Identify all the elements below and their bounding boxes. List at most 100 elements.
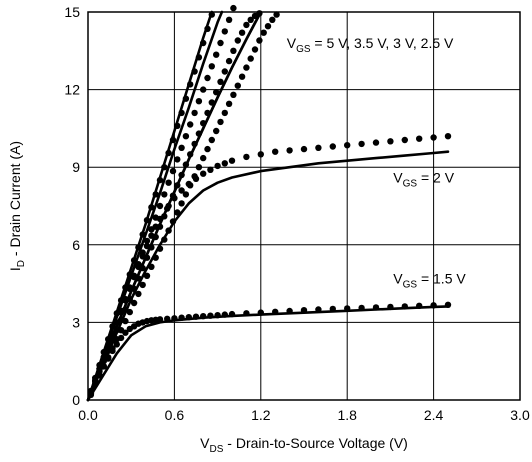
data-point bbox=[344, 142, 351, 149]
x-tick-label: 0.6 bbox=[165, 407, 185, 423]
data-point bbox=[152, 191, 159, 198]
data-point bbox=[156, 215, 164, 223]
data-point bbox=[122, 297, 129, 304]
data-point bbox=[256, 10, 263, 17]
data-point bbox=[109, 347, 116, 355]
y-tick-label: 15 bbox=[64, 4, 80, 20]
data-point bbox=[171, 195, 178, 202]
data-point bbox=[113, 319, 121, 326]
data-point bbox=[113, 341, 121, 348]
data-point bbox=[260, 29, 267, 36]
data-point bbox=[257, 309, 264, 316]
y-tick-label: 9 bbox=[72, 159, 80, 175]
data-point bbox=[247, 55, 254, 62]
data-point bbox=[444, 133, 452, 140]
data-point bbox=[195, 130, 203, 137]
data-point bbox=[214, 162, 221, 170]
data-point bbox=[182, 95, 190, 102]
data-point bbox=[416, 135, 423, 142]
data-point bbox=[272, 308, 279, 315]
data-point bbox=[344, 305, 351, 312]
data-point bbox=[169, 167, 177, 175]
data-point bbox=[169, 136, 177, 144]
data-point bbox=[161, 164, 168, 171]
data-point bbox=[358, 140, 365, 148]
data-point bbox=[92, 381, 99, 388]
data-point bbox=[109, 330, 116, 338]
data-point bbox=[156, 245, 164, 252]
data-point bbox=[204, 74, 211, 82]
data-point bbox=[187, 121, 194, 128]
data-point bbox=[315, 306, 322, 313]
data-point bbox=[185, 314, 192, 321]
data-point bbox=[300, 307, 308, 314]
data-point bbox=[358, 304, 365, 312]
data-point bbox=[130, 299, 138, 307]
data-point bbox=[135, 263, 142, 270]
data-point bbox=[286, 147, 293, 154]
data-point bbox=[221, 160, 228, 167]
data-point bbox=[243, 21, 250, 29]
data-point bbox=[200, 39, 207, 47]
annotation-vgs-1p5: VGS​ = 1.5 V bbox=[393, 271, 466, 291]
data-point bbox=[272, 148, 279, 155]
data-point bbox=[264, 23, 272, 30]
annotation-vgs-high: VGS​ = 5 V, 3.5 V, 3 V, 2.5 V bbox=[287, 35, 454, 55]
data-point bbox=[213, 89, 220, 96]
data-point bbox=[171, 315, 178, 322]
data-point bbox=[200, 120, 207, 127]
data-point bbox=[164, 315, 171, 322]
data-point bbox=[148, 263, 155, 270]
data-point bbox=[135, 290, 142, 298]
data-point bbox=[243, 310, 250, 317]
x-tick-label: 1.8 bbox=[337, 407, 357, 423]
data-point bbox=[139, 253, 146, 260]
data-point bbox=[152, 254, 159, 261]
y-tick-label: 0 bbox=[72, 392, 80, 408]
data-point bbox=[148, 232, 155, 239]
data-point bbox=[156, 316, 164, 323]
y-tick-label: 12 bbox=[64, 82, 80, 98]
y-axis-label: ID​ - Drain Current (A) bbox=[7, 141, 27, 271]
data-point bbox=[225, 100, 233, 108]
data-point bbox=[213, 127, 220, 135]
data-point bbox=[387, 303, 394, 311]
data-point bbox=[251, 46, 259, 53]
data-point bbox=[148, 204, 155, 211]
data-point bbox=[185, 180, 192, 188]
data-point bbox=[174, 209, 181, 216]
data-point bbox=[139, 231, 146, 238]
data-point bbox=[178, 200, 185, 207]
data-point bbox=[204, 145, 211, 153]
data-point bbox=[204, 25, 211, 32]
data-point bbox=[225, 57, 233, 65]
data-point bbox=[228, 157, 236, 164]
data-point bbox=[208, 136, 215, 144]
data-point bbox=[234, 37, 241, 44]
data-point bbox=[195, 98, 203, 105]
data-point bbox=[143, 217, 151, 224]
data-point bbox=[200, 86, 207, 93]
y-tick-label: 6 bbox=[72, 237, 80, 253]
plot-frame bbox=[87, 11, 521, 401]
data-point bbox=[208, 63, 215, 70]
data-point bbox=[87, 390, 95, 397]
data-point bbox=[178, 171, 185, 179]
data-point bbox=[273, 11, 280, 18]
x-tick-label: 1.2 bbox=[251, 407, 271, 423]
data-point bbox=[143, 242, 151, 250]
data-point bbox=[192, 175, 200, 182]
data-point bbox=[315, 144, 322, 151]
data-point bbox=[329, 143, 336, 150]
data-point bbox=[221, 109, 228, 117]
data-point bbox=[195, 54, 203, 61]
data-point bbox=[169, 218, 177, 225]
x-tick-label: 3.0 bbox=[510, 407, 530, 423]
data-point bbox=[105, 342, 112, 349]
data-point bbox=[187, 81, 194, 88]
data-point bbox=[221, 28, 228, 35]
data-point bbox=[195, 164, 203, 171]
data-point bbox=[256, 37, 263, 44]
data-point bbox=[372, 139, 380, 146]
